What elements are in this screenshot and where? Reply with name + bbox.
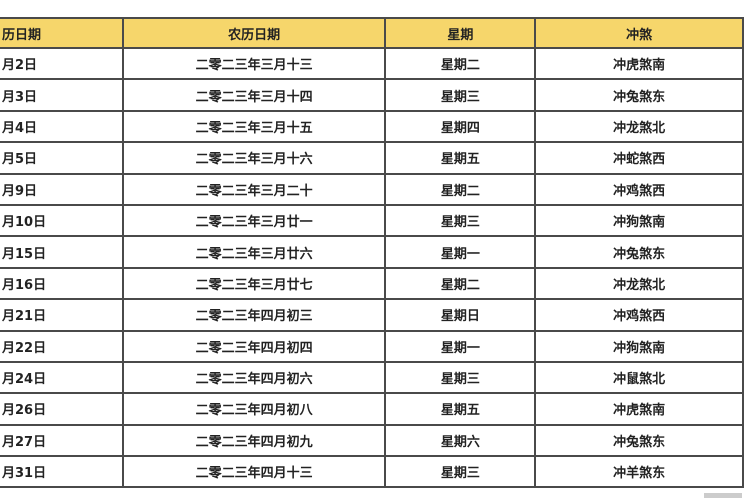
- clash-cell: 冲狗煞南: [534, 203, 744, 238]
- weekday-cell: 星期日: [384, 298, 537, 332]
- clash-cell: 冲龙煞北: [534, 109, 744, 144]
- lunar-date-cell: 二零二三年四月初四: [121, 329, 387, 363]
- table-row: 月24日 二零二三年四月初六 星期三 冲鼠煞北: [0, 360, 744, 395]
- weekday-cell: 星期二: [384, 46, 537, 81]
- table-row: 月22日 二零二三年四月初四 星期一 冲狗煞南: [0, 329, 744, 363]
- solar-date-cell: 月22日: [0, 329, 124, 363]
- solar-date-cell: 月31日: [0, 455, 124, 489]
- lunar-date-cell: 二零二三年三月廿七: [121, 266, 387, 301]
- weekday-cell: 星期三: [384, 78, 537, 112]
- table-row: 月16日 二零二三年三月廿七 星期二 冲龙煞北: [0, 266, 744, 301]
- solar-date-cell: 月15日: [0, 235, 124, 269]
- clash-cell: 冲龙煞北: [534, 266, 744, 301]
- clash-cell: 冲兔煞东: [534, 235, 744, 269]
- weekday-cell: 星期三: [384, 455, 537, 489]
- almanac-table: 历日期 农历日期 星期 冲煞 月2日 二零二三年三月十三 星期二 冲虎煞南 月3日 二零二…: [0, 17, 744, 489]
- clash-cell: 冲狗煞南: [534, 329, 744, 363]
- table-header-row: 历日期 农历日期 星期 冲煞: [0, 17, 744, 49]
- clash-cell: 冲虎煞南: [534, 46, 744, 81]
- table-row: 月5日 二零二三年三月十六 星期五 冲蛇煞西: [0, 141, 744, 175]
- weekday-cell: 星期五: [384, 392, 537, 426]
- clash-cell: 冲羊煞东: [534, 455, 744, 489]
- solar-date-cell: 月16日: [0, 266, 124, 301]
- table-row: 月2日 二零二三年三月十三 星期二 冲虎煞南: [0, 46, 744, 81]
- solar-date-cell: 月24日: [0, 360, 124, 395]
- lunar-date-cell: 二零二三年四月初三: [121, 298, 387, 332]
- header-solar-date: 历日期: [0, 17, 124, 49]
- solar-date-cell: 月2日: [0, 46, 124, 81]
- table-row: 月27日 二零二三年四月初九 星期六 冲兔煞东: [0, 423, 744, 458]
- clash-cell: 冲鸡煞西: [534, 172, 744, 206]
- lunar-date-cell: 二零二三年三月十三: [121, 46, 387, 81]
- lunar-date-cell: 二零二三年四月十三: [121, 455, 387, 489]
- clash-cell: 冲鼠煞北: [534, 360, 744, 395]
- lunar-date-cell: 二零二三年三月十四: [121, 78, 387, 112]
- lunar-date-cell: 二零二三年四月初九: [121, 423, 387, 458]
- weekday-cell: 星期五: [384, 141, 537, 175]
- header-lunar-date: 农历日期: [121, 17, 387, 49]
- table-row: 月4日 二零二三年三月十五 星期四 冲龙煞北: [0, 109, 744, 144]
- weekday-cell: 星期三: [384, 203, 537, 238]
- watermark-bar: [704, 493, 742, 498]
- clash-cell: 冲兔煞东: [534, 423, 744, 458]
- lunar-date-cell: 二零二三年四月初六: [121, 360, 387, 395]
- solar-date-cell: 月4日: [0, 109, 124, 144]
- lunar-date-cell: 二零二三年三月二十: [121, 172, 387, 206]
- weekday-cell: 星期六: [384, 423, 537, 458]
- solar-date-cell: 月3日: [0, 78, 124, 112]
- solar-date-cell: 月9日: [0, 172, 124, 206]
- weekday-cell: 星期一: [384, 329, 537, 363]
- weekday-cell: 星期三: [384, 360, 537, 395]
- table-row: 月21日 二零二三年四月初三 星期日 冲鸡煞西: [0, 298, 744, 332]
- table-row: 月26日 二零二三年四月初八 星期五 冲虎煞南: [0, 392, 744, 426]
- table-row: 月10日 二零二三年三月廿一 星期三 冲狗煞南: [0, 203, 744, 238]
- solar-date-cell: 月27日: [0, 423, 124, 458]
- table-row: 月9日 二零二三年三月二十 星期二 冲鸡煞西: [0, 172, 744, 206]
- weekday-cell: 星期四: [384, 109, 537, 144]
- table-row: 月3日 二零二三年三月十四 星期三 冲兔煞东: [0, 78, 744, 112]
- solar-date-cell: 月10日: [0, 203, 124, 238]
- weekday-cell: 星期二: [384, 266, 537, 301]
- clash-cell: 冲虎煞南: [534, 392, 744, 426]
- table-row: 月15日 二零二三年三月廿六 星期一 冲兔煞东: [0, 235, 744, 269]
- clash-cell: 冲鸡煞西: [534, 298, 744, 332]
- lunar-date-cell: 二零二三年三月廿一: [121, 203, 387, 238]
- lunar-date-cell: 二零二三年三月十六: [121, 141, 387, 175]
- clash-cell: 冲兔煞东: [534, 78, 744, 112]
- solar-date-cell: 月5日: [0, 141, 124, 175]
- weekday-cell: 星期二: [384, 172, 537, 206]
- header-weekday: 星期: [384, 17, 537, 49]
- table-row: 月31日 二零二三年四月十三 星期三 冲羊煞东: [0, 455, 744, 489]
- header-clash: 冲煞: [534, 17, 744, 49]
- lunar-date-cell: 二零二三年三月廿六: [121, 235, 387, 269]
- solar-date-cell: 月21日: [0, 298, 124, 332]
- solar-date-cell: 月26日: [0, 392, 124, 426]
- lunar-date-cell: 二零二三年四月初八: [121, 392, 387, 426]
- lunar-date-cell: 二零二三年三月十五: [121, 109, 387, 144]
- weekday-cell: 星期一: [384, 235, 537, 269]
- clash-cell: 冲蛇煞西: [534, 141, 744, 175]
